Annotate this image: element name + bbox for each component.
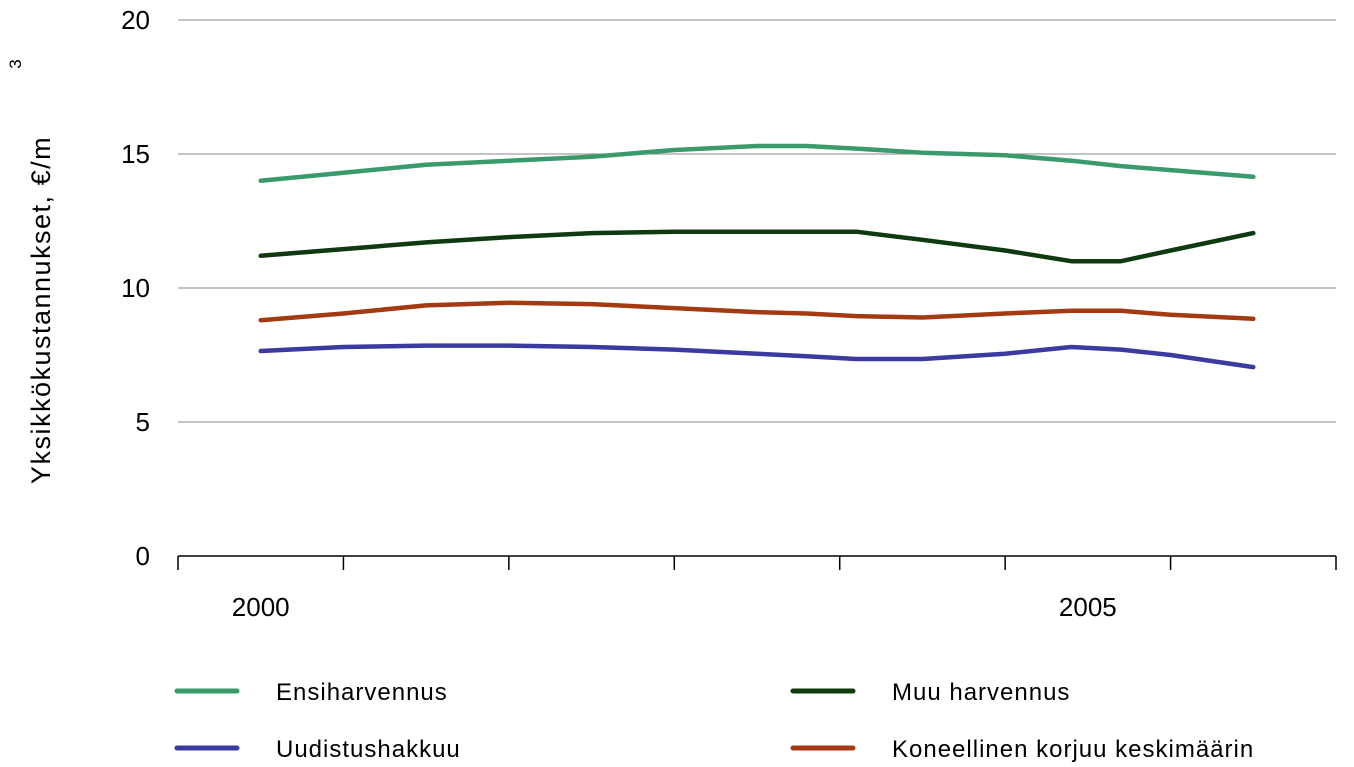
y-axis-title-superscript: 3 bbox=[6, 59, 25, 68]
legend-label-uudistushakkuu: Uudistushakkuu bbox=[276, 736, 461, 763]
y-axis-ticks: 0 5 10 15 20 bbox=[121, 5, 150, 571]
legend-label-ensiharvennus: Ensiharvennus bbox=[276, 679, 448, 706]
legend: Ensiharvennus Muu harvennus Uudistushakkuu… bbox=[174, 679, 1254, 763]
series-line-uudistushakkuu bbox=[258, 343, 1256, 370]
series-line-koneellinen-korjuu-keskim-rin bbox=[258, 300, 1256, 323]
gridlines bbox=[178, 19, 1336, 423]
x-axis: 2000 2005 bbox=[177, 555, 1337, 622]
legend-label-muu-harvennus: Muu harvennus bbox=[892, 679, 1070, 706]
y-tick-label: 20 bbox=[121, 5, 150, 35]
legend-label-koneellinen-korjuu-keskim-rin: Koneellinen korjuu keskimäärin bbox=[892, 736, 1254, 763]
y-tick-label: 5 bbox=[136, 407, 150, 437]
series-lines bbox=[258, 143, 1256, 370]
y-tick-label: 15 bbox=[121, 139, 150, 169]
x-tick-label: 2005 bbox=[1059, 592, 1117, 622]
y-tick-label: 10 bbox=[121, 273, 150, 303]
x-tick-label: 2000 bbox=[232, 592, 290, 622]
y-tick-label: 0 bbox=[136, 541, 150, 571]
series-line-ensiharvennus bbox=[258, 143, 1256, 184]
y-axis-title: Yksikkökustannukset, €/m bbox=[26, 136, 56, 484]
series-line-muu-harvennus bbox=[258, 229, 1256, 264]
